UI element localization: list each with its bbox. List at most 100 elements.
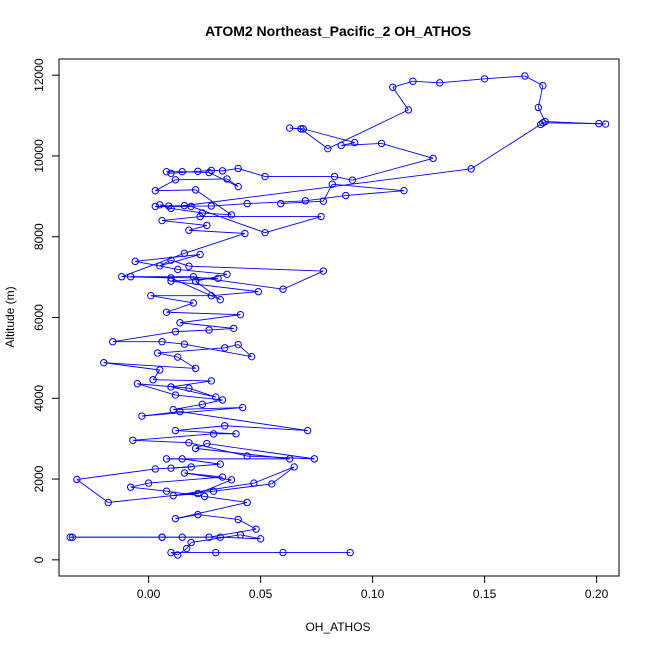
series-segment (141, 407, 243, 417)
data-point (212, 393, 220, 401)
data-point (236, 310, 245, 319)
data-point (156, 262, 164, 270)
data-point (350, 138, 359, 147)
data-point (252, 525, 260, 533)
data-point (153, 349, 162, 357)
series-segment (352, 157, 434, 181)
data-point (149, 376, 157, 384)
data-point (480, 75, 489, 83)
data-point (216, 533, 224, 541)
data-point (400, 186, 408, 195)
data-point (68, 533, 77, 541)
series-segment (170, 280, 259, 293)
data-point (158, 338, 166, 346)
data-point (205, 533, 213, 541)
data-point (167, 464, 175, 472)
series-segment (137, 383, 176, 396)
data-point (194, 489, 202, 498)
data-point (310, 455, 319, 463)
series-segment (103, 362, 160, 371)
data-point (138, 412, 146, 420)
data-point (178, 455, 186, 463)
data-point (230, 324, 238, 333)
series-segment (280, 200, 324, 205)
series-segment (157, 347, 225, 354)
data-point (216, 460, 224, 468)
series-segment (161, 220, 207, 226)
data-point (151, 186, 160, 195)
series-segment (161, 341, 185, 345)
series-segment (170, 207, 203, 214)
series-segment (253, 466, 295, 484)
data-point (185, 262, 193, 270)
data-point (317, 212, 325, 221)
data-point (409, 77, 417, 85)
series-segment (211, 291, 259, 297)
series-segment (175, 178, 228, 181)
series-segment (175, 430, 236, 435)
data-point (256, 535, 265, 543)
data-point (328, 180, 336, 188)
y-tick-label: 0 (32, 556, 46, 563)
data-point (534, 103, 543, 112)
data-point (209, 487, 218, 495)
data-point (189, 273, 198, 281)
series-segment (166, 311, 241, 316)
data-point (131, 257, 139, 266)
data-point (174, 551, 182, 559)
data-point (187, 463, 195, 471)
series-segment (305, 195, 346, 202)
series-segment (159, 254, 201, 267)
data-point (243, 498, 251, 507)
data-point (218, 167, 227, 175)
data-point (180, 249, 189, 257)
series-segment (175, 394, 223, 401)
data-point (200, 492, 209, 501)
data-point (286, 455, 294, 463)
series-segment (108, 490, 214, 503)
series-segment (188, 442, 248, 457)
data-point (319, 267, 328, 275)
series-segment (271, 466, 295, 485)
data-point (243, 452, 251, 460)
series-segment (179, 314, 241, 324)
series-segment (76, 479, 109, 503)
data-point (236, 531, 245, 539)
data-point (286, 124, 294, 132)
data-point (165, 202, 173, 210)
data-point (261, 172, 269, 181)
data-point (66, 533, 74, 541)
data-point (174, 353, 182, 361)
series-segment (170, 277, 221, 301)
data-point (234, 340, 242, 349)
data-point (223, 270, 231, 278)
series-segment (282, 270, 324, 290)
data-point (174, 265, 182, 274)
series-segment (184, 168, 472, 207)
series-segment (179, 411, 308, 432)
series-segment (186, 542, 192, 549)
data-point (203, 439, 211, 448)
data-point (169, 491, 177, 500)
series-segment (175, 502, 248, 520)
data-point (209, 430, 218, 438)
data-point (521, 72, 529, 80)
data-point (277, 199, 285, 208)
series-segment (439, 78, 485, 84)
data-point (162, 487, 171, 495)
data-point (303, 426, 312, 435)
y-tick-label: 4000 (32, 385, 46, 412)
data-point (429, 154, 437, 163)
data-point (203, 221, 211, 230)
x-tick-label: 0.10 (361, 587, 385, 601)
data-point (261, 228, 269, 237)
data-point (151, 202, 160, 211)
series-segment (173, 482, 254, 497)
series-segment (289, 127, 304, 130)
data-point (342, 191, 350, 200)
data-point (147, 291, 155, 300)
series-segment (202, 212, 232, 216)
series-segment (155, 189, 196, 192)
data-point (180, 201, 189, 210)
data-point (185, 226, 193, 234)
